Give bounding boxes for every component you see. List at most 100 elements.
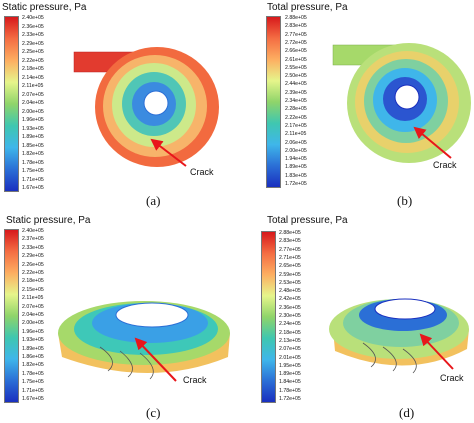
crack-label: Crack: [433, 160, 457, 170]
colorbar-tick-label: 2.65e+05: [279, 263, 301, 270]
colorbar-tick-label: 2.61e+05: [285, 56, 307, 63]
subfigure-label: (a): [146, 193, 161, 208]
colorbar-tick-label: 2.01e+05: [279, 354, 301, 361]
colorbar-tick-label: 1.67e+05: [22, 185, 44, 191]
colorbar-tick-label: 2.14e+05: [22, 74, 44, 81]
colorbar-tick-label: 1.82e+05: [22, 151, 44, 157]
colorbar-tick-label: 2.29e+05: [22, 40, 44, 47]
colorbar-tick-label: 2.36e+05: [279, 304, 301, 311]
colorbar-tick-label: 2.40e+05: [22, 228, 44, 234]
colorbar-tick-label: 2.00e+05: [285, 147, 307, 154]
colorbar-tick-label: 2.04e+05: [22, 312, 44, 318]
colorbar-tick-label: 2.26e+05: [22, 261, 44, 268]
colorbar-tick-label: 1.95e+05: [279, 362, 301, 369]
colorbar-tick-label: 2.07e+05: [22, 303, 44, 310]
colorbar-tick-label: 2.22e+05: [22, 270, 44, 276]
subfigure-label: (d): [399, 405, 415, 420]
colorbar: [261, 231, 276, 403]
colorbar-tick-label: 2.11e+05: [22, 295, 44, 302]
colorbar-tick-label: 2.55e+05: [285, 64, 307, 71]
colorbar-tick-label: 2.17e+05: [285, 122, 307, 129]
panel-title: Total pressure, Pa: [267, 2, 348, 13]
colorbar-tick-label: 2.22e+05: [285, 114, 307, 121]
colorbar-ticks: 2.88e+05 2.83e+05 2.77e+05 2.72e+05 2.66e+05…: [285, 15, 325, 188]
colorbar-tick-label: 1.86e+05: [22, 354, 44, 360]
colorbar-tick-label: 1.71e+05: [22, 387, 44, 394]
volute-render: [332, 43, 471, 163]
colorbar-tick-label: 2.33e+05: [22, 32, 44, 38]
colorbar-tick-label: 2.37e+05: [22, 236, 44, 243]
crack-label: Crack: [183, 375, 207, 385]
colorbar-tick-label: 2.00e+05: [22, 108, 44, 115]
colorbar-tick-label: 2.44e+05: [285, 81, 307, 88]
colorbar-tick-label: 2.15e+05: [22, 286, 44, 293]
colorbar-tick-label: 1.89e+05: [285, 164, 307, 171]
panel-title: Static pressure, Pa: [6, 215, 91, 226]
colorbar-tick-label: 2.22e+05: [22, 57, 44, 64]
colorbar-tick-label: 1.67e+05: [22, 396, 44, 402]
colorbar-tick-label: 1.75e+05: [22, 379, 44, 386]
panel-title: Total pressure, Pa: [267, 215, 348, 226]
colorbar-tick-label: 2.29e+05: [22, 253, 44, 260]
colorbar-tick-label: 2.33e+05: [22, 244, 44, 251]
crack-label: Crack: [440, 373, 464, 383]
colorbar-tick-label: 2.59e+05: [279, 271, 301, 278]
colorbar-ticks: 2.88e+05 2.83e+05 2.77e+05 2.71e+05 2.65e+05…: [279, 230, 319, 403]
colorbar-tick-label: 1.78e+05: [22, 370, 44, 377]
colorbar-tick-label: 2.39e+05: [285, 89, 307, 96]
crack-arrow: [134, 337, 177, 382]
colorbar-tick-label: 2.66e+05: [285, 48, 307, 55]
colorbar-tick-label: 1.78e+05: [279, 387, 301, 394]
colorbar-tick-label: 2.88e+05: [285, 15, 307, 21]
crack-arrow: [419, 333, 454, 370]
colorbar-tick-label: 2.72e+05: [285, 39, 307, 46]
colorbar-tick-label: 2.11e+05: [285, 131, 307, 138]
colorbar-tick-label: 1.71e+05: [22, 176, 44, 183]
colorbar-tick-label: 2.77e+05: [279, 246, 301, 253]
colorbar-tick-label: 1.75e+05: [22, 168, 44, 174]
volute-render: [73, 47, 219, 167]
impeller-render: [58, 301, 230, 380]
colorbar-tick-label: 2.34e+05: [285, 98, 307, 104]
colorbar: [4, 16, 19, 192]
colorbar-tick-label: 2.24e+05: [279, 321, 301, 328]
colorbar-tick-label: 2.88e+05: [279, 230, 301, 236]
colorbar-tick-label: 2.06e+05: [285, 139, 307, 146]
colorbar-tick-label: 1.93e+05: [22, 337, 44, 344]
colorbar: [4, 229, 19, 403]
colorbar-tick-label: 1.72e+05: [285, 181, 307, 187]
panel-c: Static pressure, Pa 2.40e+05 2.37e+05 2.33…: [0, 211, 237, 423]
subfigure-label: (c): [146, 405, 161, 420]
colorbar-tick-label: 2.04e+05: [22, 100, 44, 106]
colorbar-tick-label: 2.25e+05: [22, 49, 44, 55]
colorbar-tick-label: 2.48e+05: [279, 288, 301, 295]
colorbar-tick-label: 2.40e+05: [22, 15, 44, 21]
colorbar-tick-label: 2.53e+05: [279, 279, 301, 286]
colorbar-tick-label: 2.28e+05: [285, 106, 307, 113]
panel-d: Total pressure, Pa 2.88e+05 2.83e+05 2.77e…: [237, 211, 474, 423]
colorbar-tick-label: 1.78e+05: [22, 159, 44, 166]
colorbar-tick-label: 1.72e+05: [279, 396, 301, 402]
colorbar: [266, 16, 281, 188]
colorbar-tick-label: 2.36e+05: [22, 23, 44, 30]
colorbar-tick-label: 1.94e+05: [285, 156, 307, 163]
colorbar-tick-label: 2.13e+05: [279, 337, 301, 344]
colorbar-ticks: 2.40e+05 2.37e+05 2.33e+05 2.29e+05 2.26e+05…: [22, 228, 62, 403]
colorbar-tick-label: 1.82e+05: [22, 362, 44, 369]
crack-arrow: [150, 138, 187, 167]
colorbar-tick-label: 1.89e+05: [279, 371, 301, 378]
panel-a: Static pressure, Pa 2.40e+05 2.36e+05 2.33…: [0, 0, 237, 211]
colorbar-tick-label: 1.85e+05: [22, 142, 44, 149]
colorbar-tick-label: 1.89e+05: [22, 345, 44, 352]
colorbar-tick-label: 2.07e+05: [279, 346, 301, 353]
colorbar-tick-label: 1.93e+05: [22, 125, 44, 132]
colorbar-tick-label: 1.83e+05: [285, 172, 307, 179]
colorbar-tick-label: 2.00e+05: [22, 320, 44, 327]
colorbar-tick-label: 2.77e+05: [285, 31, 307, 38]
crack-label: Crack: [190, 167, 214, 177]
subfigure-label: (b): [397, 193, 413, 208]
colorbar-tick-label: 1.96e+05: [22, 328, 44, 335]
panel-title: Static pressure, Pa: [2, 2, 87, 13]
colorbar-tick-label: 1.84e+05: [279, 379, 301, 386]
colorbar-tick-label: 2.18e+05: [279, 329, 301, 336]
